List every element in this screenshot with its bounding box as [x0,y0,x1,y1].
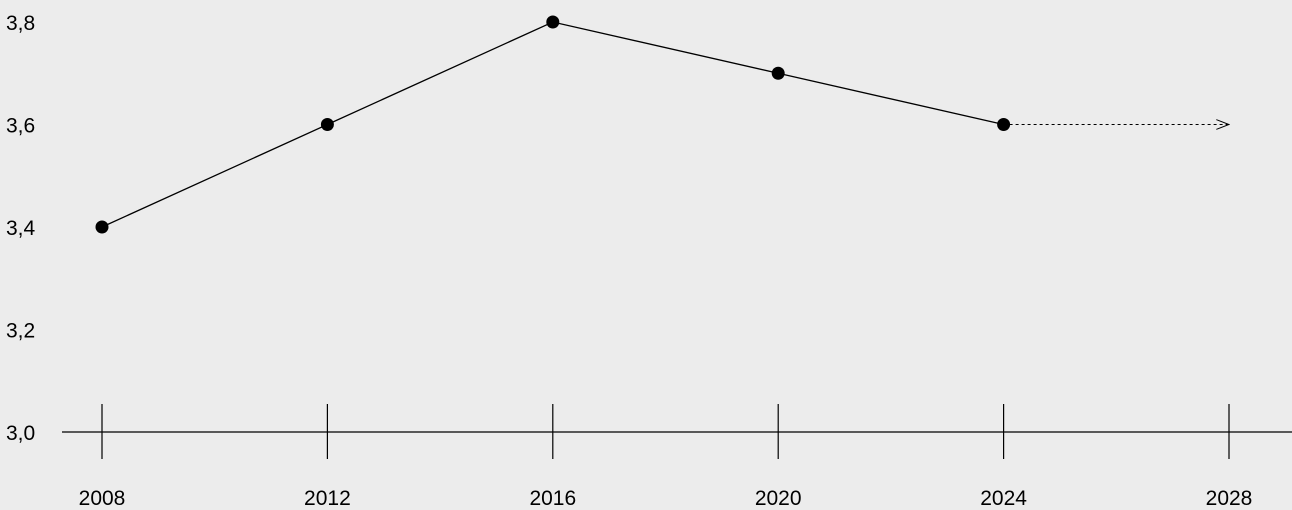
series-layer [95,15,1230,234]
data-point [771,66,785,80]
y-tick-label: 3,0 [6,422,35,445]
y-tick-label: 3,8 [6,12,35,35]
axis-layer [62,404,1292,459]
data-point [95,220,109,234]
data-point [546,15,560,29]
x-tick-label: 2008 [79,487,126,510]
x-tick-labels: 2008 2012 2016 2020 2024 2028 [79,487,1253,510]
y-tick-labels: 3,0 3,2 3,4 3,6 3,8 [6,12,36,445]
y-tick-label: 3,4 [6,217,36,240]
y-tick-label: 3,6 [6,115,35,138]
data-point [320,118,334,131]
x-tick-label: 2012 [304,487,351,510]
x-tick-label: 2016 [529,487,576,510]
y-tick-label: 3,2 [6,320,35,343]
series-line [101,21,1004,228]
data-point [997,118,1011,131]
x-tick-label: 2020 [755,487,802,510]
x-tick-label: 2028 [1206,487,1253,510]
x-tick-label: 2024 [980,487,1027,510]
